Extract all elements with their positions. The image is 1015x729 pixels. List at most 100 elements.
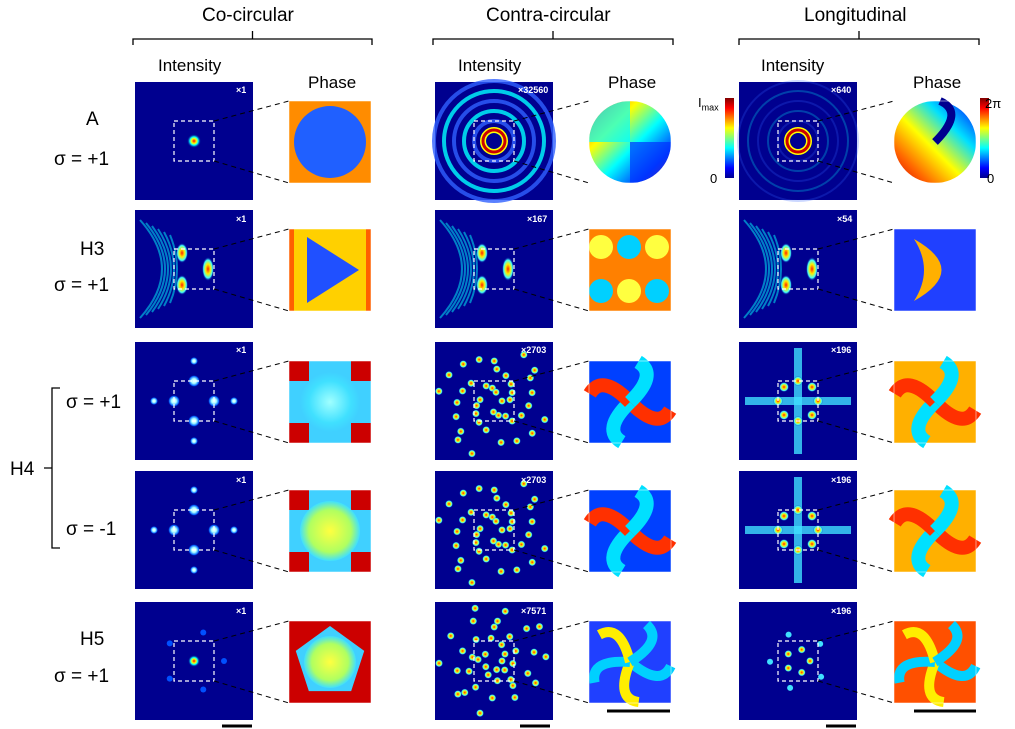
intensity-speckle <box>497 567 506 576</box>
intensity-spot <box>784 664 793 673</box>
column-bracket <box>432 31 674 45</box>
intensity-speckle <box>475 418 484 427</box>
phase-blob <box>589 235 613 259</box>
intensity-speckle <box>491 388 500 397</box>
intensity-spot <box>807 511 817 521</box>
phase-frame <box>588 228 672 312</box>
row-label-h3-name: H3 <box>80 239 105 260</box>
phase-map <box>288 360 372 444</box>
intensity-fringe <box>749 222 770 316</box>
intensity-speckle <box>482 381 491 390</box>
row-label-h3-sigma: σ = +1 <box>54 275 110 296</box>
phase-frame <box>288 489 372 573</box>
intensity-speckle <box>497 438 506 447</box>
phase-frame <box>893 489 977 573</box>
intensity-map <box>135 82 253 200</box>
intensity-map <box>739 210 857 328</box>
mult-h4m-contra: ×2703 <box>521 475 547 485</box>
intensity-ring <box>757 100 839 182</box>
phase-map <box>588 228 672 312</box>
intensity-speckle <box>487 634 496 643</box>
intensity-ring <box>747 90 849 192</box>
column-bracket <box>738 31 980 45</box>
intensity-speckle <box>476 395 485 404</box>
intensity-speckle <box>517 411 526 420</box>
intensity-speckle <box>512 565 521 574</box>
intensity-speckle <box>508 681 517 690</box>
intensity-spot <box>784 649 793 658</box>
zoom-connector <box>213 489 290 511</box>
intensity-side-lobe <box>200 629 207 636</box>
intensity-speckle <box>523 669 532 678</box>
intensity-side-lobe <box>221 658 227 664</box>
zoom-box <box>777 640 819 682</box>
phase-swirl-arm <box>911 525 941 578</box>
phase-swirl-arm <box>924 660 945 708</box>
zoom-box <box>777 509 819 551</box>
zoom-box <box>473 380 515 422</box>
phase-colorbar-min-label: 0 <box>987 171 995 186</box>
intensity-speckle <box>435 659 444 668</box>
intensity-map <box>435 602 553 720</box>
phase-map <box>893 228 977 312</box>
intensity-speckle <box>491 517 500 526</box>
mult-h3-co: ×1 <box>236 214 247 224</box>
phase-swirl-arm <box>624 484 654 537</box>
phase-map <box>893 97 977 184</box>
intensity-speckle <box>492 494 501 503</box>
intensity-speckle <box>484 670 493 679</box>
phase-lobe <box>914 239 942 301</box>
phase-label-long: Phase <box>913 73 962 92</box>
intensity-speckle <box>481 662 490 671</box>
intensity-speckle <box>528 429 537 438</box>
intensity-speckle <box>498 397 506 405</box>
intensity-speckle <box>505 524 514 533</box>
intensity-speckle <box>524 401 533 410</box>
zoom-connector <box>817 160 895 184</box>
mult-h4m-long: ×196 <box>831 475 852 485</box>
intensity-fringe <box>469 234 478 304</box>
intensity-speckle <box>469 617 478 626</box>
phase-swirl-arm <box>583 378 636 408</box>
phase-map <box>893 620 981 708</box>
intensity-speckle <box>530 495 539 504</box>
phase-disk <box>294 106 366 178</box>
intensity-fringe <box>773 234 782 304</box>
mult-h5-contra: ×7571 <box>521 606 547 616</box>
intensity-speckle <box>497 640 506 649</box>
intensity-speckle <box>490 623 499 632</box>
intensity-ring <box>767 110 829 172</box>
phase-blob <box>645 279 669 303</box>
zoom-connector <box>513 549 590 573</box>
intensity-spot <box>188 375 200 387</box>
phase-map <box>288 620 372 704</box>
intensity-map <box>434 471 553 589</box>
intensity-speckle <box>517 540 526 549</box>
intensity-spot <box>188 655 200 667</box>
intensity-lobe <box>202 257 214 281</box>
zoom-connector <box>213 360 290 382</box>
intensity-speckle <box>531 678 540 687</box>
mult-h4p-co: ×1 <box>236 345 247 355</box>
intensity-colorbar-max-label: Imax <box>698 95 719 113</box>
phase-sector <box>589 101 630 142</box>
phase-blob <box>645 235 669 259</box>
figure-graphics <box>44 31 989 728</box>
mult-h4p-contra: ×2703 <box>521 345 547 355</box>
intensity-speckle <box>508 659 517 668</box>
intensity-speckle <box>519 479 528 488</box>
phase-frame <box>588 489 672 573</box>
intensity-speckle <box>452 412 461 421</box>
zoom-box <box>473 248 515 290</box>
intensity-speckle <box>458 515 467 524</box>
intensity-speckle <box>445 370 454 379</box>
intensity-fringe <box>439 219 463 319</box>
zoom-connector <box>213 620 290 642</box>
intensity-speckle <box>519 350 528 359</box>
intensity-colorbar <box>725 98 734 178</box>
intensity-speckle <box>472 635 481 644</box>
intensity-fringe <box>445 222 466 316</box>
intensity-map <box>737 80 859 202</box>
phase-map <box>588 620 676 708</box>
phase-swirl-arm <box>606 396 636 449</box>
